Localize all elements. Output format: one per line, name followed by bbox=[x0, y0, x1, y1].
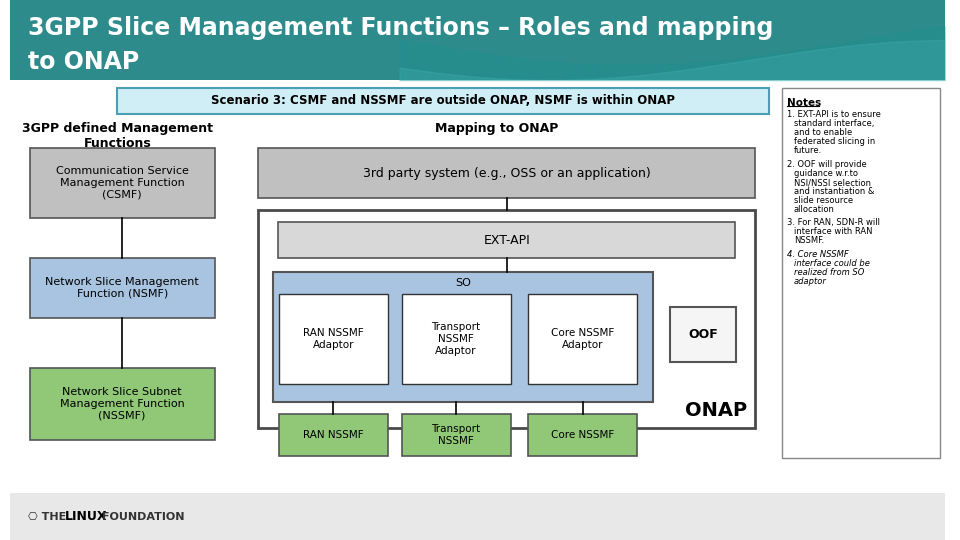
Text: standard interface,: standard interface, bbox=[794, 119, 875, 128]
Text: slide resource: slide resource bbox=[794, 196, 852, 205]
Text: ⎔ THE: ⎔ THE bbox=[28, 512, 66, 522]
Text: 1. EXT-API is to ensure: 1. EXT-API is to ensure bbox=[787, 110, 881, 119]
FancyBboxPatch shape bbox=[11, 493, 945, 540]
FancyBboxPatch shape bbox=[401, 414, 511, 456]
Text: RAN NSSMF
Adaptor: RAN NSSMF Adaptor bbox=[303, 328, 364, 350]
Text: EXT-API: EXT-API bbox=[483, 233, 530, 246]
FancyBboxPatch shape bbox=[273, 272, 653, 402]
Text: and to enable: and to enable bbox=[794, 128, 852, 137]
Text: NSSMF.: NSSMF. bbox=[794, 236, 824, 245]
FancyBboxPatch shape bbox=[279, 294, 388, 384]
Text: Core NSSMF
Adaptor: Core NSSMF Adaptor bbox=[551, 328, 614, 350]
FancyBboxPatch shape bbox=[401, 294, 511, 384]
FancyBboxPatch shape bbox=[278, 222, 735, 258]
Text: to ONAP: to ONAP bbox=[28, 50, 139, 74]
FancyBboxPatch shape bbox=[528, 294, 637, 384]
Text: Transport
NSSMF
Adaptor: Transport NSSMF Adaptor bbox=[431, 322, 481, 356]
Text: SO: SO bbox=[455, 278, 470, 288]
Text: ONAP: ONAP bbox=[684, 401, 747, 420]
FancyBboxPatch shape bbox=[30, 258, 215, 318]
Text: adaptor: adaptor bbox=[794, 277, 827, 286]
Text: LINUX: LINUX bbox=[64, 510, 108, 523]
Text: Network Slice Subnet
Management Function
(NSSMF): Network Slice Subnet Management Function… bbox=[60, 387, 184, 421]
Text: realized from SO: realized from SO bbox=[794, 268, 864, 277]
Text: 3rd party system (e.g., OSS or an application): 3rd party system (e.g., OSS or an applic… bbox=[363, 166, 651, 179]
Text: allocation: allocation bbox=[794, 205, 834, 214]
Text: Communication Service
Management Function
(CSMF): Communication Service Management Functio… bbox=[56, 166, 188, 200]
Text: Transport
NSSMF: Transport NSSMF bbox=[431, 424, 481, 446]
Text: Mapping to ONAP: Mapping to ONAP bbox=[435, 122, 559, 135]
Text: RAN NSSMF: RAN NSSMF bbox=[303, 430, 364, 440]
Text: 2. OOF will provide: 2. OOF will provide bbox=[787, 160, 867, 169]
FancyBboxPatch shape bbox=[30, 148, 215, 218]
Text: FOUNDATION: FOUNDATION bbox=[102, 512, 184, 522]
Text: 4. Core NSSMF: 4. Core NSSMF bbox=[787, 250, 849, 259]
Text: Network Slice Management
Function (NSMF): Network Slice Management Function (NSMF) bbox=[45, 277, 199, 299]
FancyBboxPatch shape bbox=[11, 0, 945, 80]
Text: 3GPP defined Management
Functions: 3GPP defined Management Functions bbox=[22, 122, 213, 150]
Text: 3GPP Slice Management Functions – Roles and mapping: 3GPP Slice Management Functions – Roles … bbox=[28, 16, 773, 40]
FancyBboxPatch shape bbox=[782, 88, 940, 458]
FancyBboxPatch shape bbox=[258, 210, 755, 428]
Text: 3. For RAN, SDN-R will: 3. For RAN, SDN-R will bbox=[787, 218, 880, 227]
Text: Notes: Notes bbox=[787, 98, 821, 108]
Text: OOF: OOF bbox=[688, 328, 718, 341]
FancyBboxPatch shape bbox=[670, 307, 736, 362]
FancyBboxPatch shape bbox=[30, 368, 215, 440]
Text: NSI/NSSI selection: NSI/NSSI selection bbox=[794, 178, 871, 187]
Text: federated slicing in: federated slicing in bbox=[794, 137, 876, 146]
Text: interface with RAN: interface with RAN bbox=[794, 227, 873, 236]
Text: future.: future. bbox=[794, 146, 822, 155]
FancyBboxPatch shape bbox=[117, 88, 770, 114]
FancyBboxPatch shape bbox=[279, 414, 388, 456]
Text: guidance w.r.to: guidance w.r.to bbox=[794, 169, 858, 178]
Text: and instantiation &: and instantiation & bbox=[794, 187, 875, 196]
FancyBboxPatch shape bbox=[528, 414, 637, 456]
Text: Scenario 3: CSMF and NSSMF are outside ONAP, NSMF is within ONAP: Scenario 3: CSMF and NSSMF are outside O… bbox=[211, 94, 676, 107]
Text: Core NSSMF: Core NSSMF bbox=[551, 430, 614, 440]
Text: interface could be: interface could be bbox=[794, 259, 870, 268]
FancyBboxPatch shape bbox=[258, 148, 755, 198]
